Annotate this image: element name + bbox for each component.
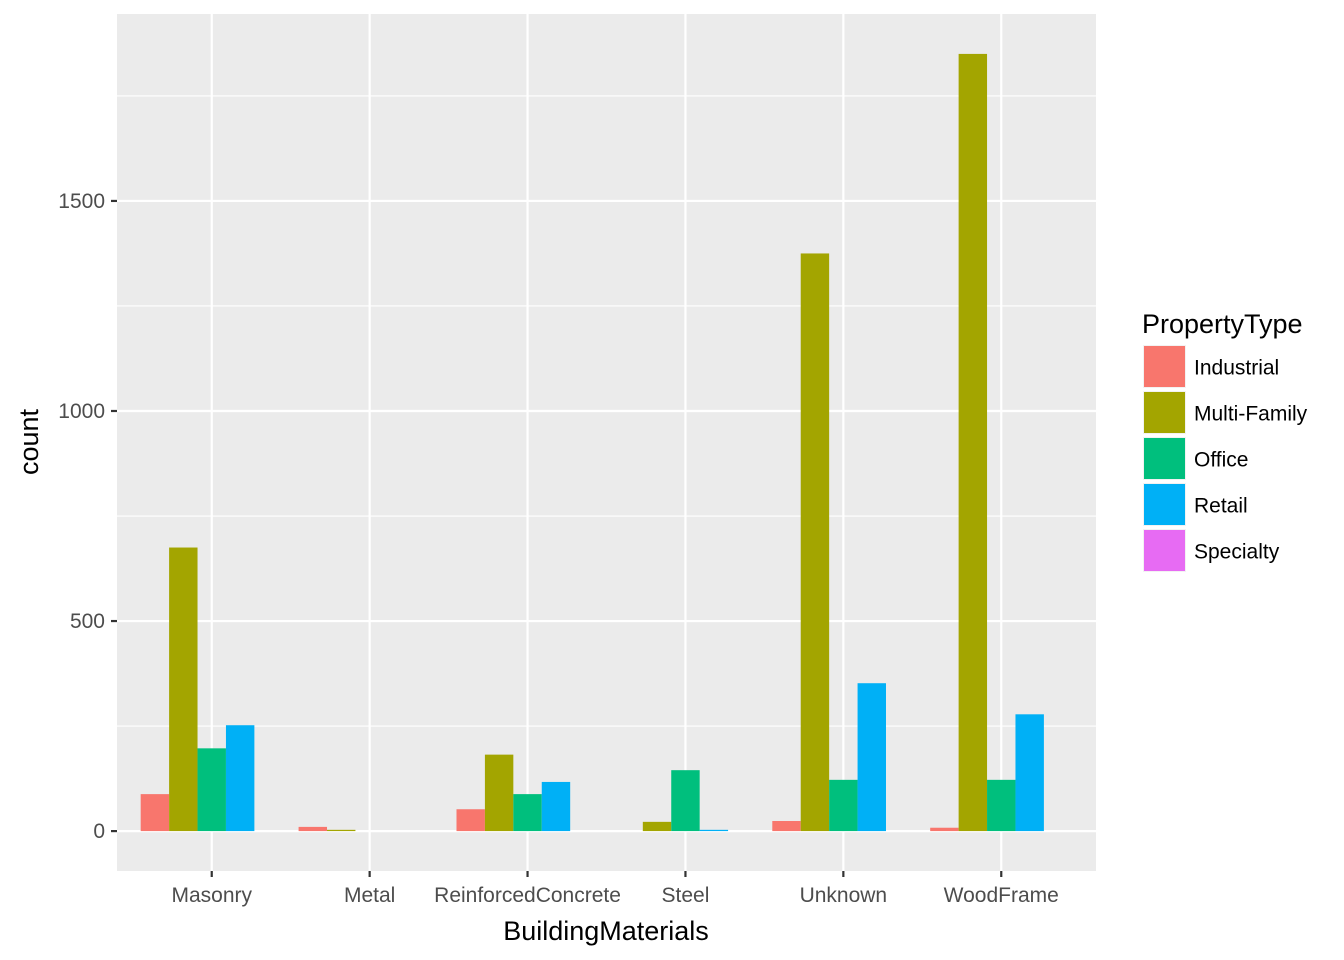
minor-gridlines [117,95,1096,727]
x-tick-label: Masonry [171,884,252,907]
bar-office-unknown [829,779,858,832]
legend-key-swatch [1144,392,1185,433]
legend-title: PropertyType [1142,309,1303,339]
bar-office-masonry [197,748,226,832]
legend-label: Office [1194,449,1248,472]
legend-key-swatch [1144,346,1185,387]
major-gridlines [117,14,1096,871]
bar-industrial-unknown [772,821,801,832]
y-axis-title: count [14,408,44,475]
bar-retail-masonry [225,725,255,832]
bar-retail-woodframe [1015,714,1044,832]
bar-retail-reinforcedconcrete [541,781,571,832]
bar-office-steel [671,770,700,832]
y-tick-label: 1500 [58,190,105,213]
x-tick-label: Steel [662,884,710,907]
bar-multi-family-steel [642,821,672,832]
x-tick-label: Metal [344,884,395,907]
bar-industrial-metal [298,826,328,832]
legend-label: Retail [1194,495,1248,518]
y-axis: 0 500 1000 1500 [58,190,117,843]
x-tick-label: ReinforcedConcrete [434,884,621,907]
bars [140,53,1044,832]
x-axis-title: BuildingMaterials [503,916,709,946]
legend-key-swatch [1144,438,1185,479]
bar-industrial-reinforcedconcrete [456,809,485,832]
legend-key-swatch [1144,530,1185,571]
bar-industrial-masonry [140,794,170,832]
panel-background [117,14,1096,871]
x-tick-label: Unknown [800,884,888,907]
bar-industrial-woodframe [930,827,959,832]
y-tick-label: 500 [70,610,105,633]
y-tick-label: 0 [93,820,105,843]
bar-retail-unknown [857,683,886,832]
y-tick-label: 1000 [58,400,105,423]
bar-multi-family-metal [327,829,356,832]
x-axis: Masonry Metal ReinforcedConcrete Steel Unkno… [171,871,1059,907]
legend-label: Multi-Family [1194,403,1308,426]
legend-key-swatch [1144,484,1185,525]
bar-multi-family-unknown [800,253,830,832]
legend-label: Industrial [1194,357,1279,380]
legend-label: Specialty [1194,541,1280,564]
legend: PropertyType Industrial Multi-Family Offic… [1142,309,1308,572]
bar-office-reinforcedconcrete [513,794,542,832]
bar-multi-family-woodframe [958,53,988,832]
x-tick-label: WoodFrame [944,884,1059,907]
bar-office-woodframe [987,779,1016,832]
bar-retail-steel [699,829,729,832]
bar-multi-family-reinforcedconcrete [484,754,514,832]
bar-multi-family-masonry [169,547,198,832]
